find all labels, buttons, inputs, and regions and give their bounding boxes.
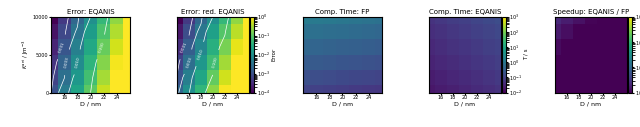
X-axis label: D / nm: D / nm xyxy=(454,102,476,107)
Y-axis label: $K^{\mathrm{ani}}$ / Jm$^{-3}$: $K^{\mathrm{ani}}$ / Jm$^{-3}$ xyxy=(21,40,31,69)
Title: Error: red. EQANIS: Error: red. EQANIS xyxy=(181,9,244,15)
X-axis label: D / nm: D / nm xyxy=(202,102,223,107)
Text: 0.003: 0.003 xyxy=(63,56,70,68)
Text: 0.010: 0.010 xyxy=(75,56,81,68)
Text: 0.100: 0.100 xyxy=(97,41,106,53)
X-axis label: D / nm: D / nm xyxy=(332,102,353,107)
Y-axis label: Error: Error xyxy=(271,48,276,61)
Text: 0.001: 0.001 xyxy=(180,41,188,53)
Title: Error: EQANIS: Error: EQANIS xyxy=(67,9,115,15)
Text: 0.010: 0.010 xyxy=(197,48,205,61)
Text: 0.001: 0.001 xyxy=(58,41,66,53)
Text: 0.100: 0.100 xyxy=(212,56,218,68)
Y-axis label: T / s: T / s xyxy=(523,49,528,60)
Title: Speedup: EQANIS / FP: Speedup: EQANIS / FP xyxy=(552,9,629,15)
X-axis label: D / nm: D / nm xyxy=(580,102,601,107)
Title: Comp. Time: FP: Comp. Time: FP xyxy=(316,9,369,15)
X-axis label: D / nm: D / nm xyxy=(80,102,101,107)
Title: Comp. Time: EQANIS: Comp. Time: EQANIS xyxy=(429,9,501,15)
Text: 0.003: 0.003 xyxy=(186,56,193,68)
